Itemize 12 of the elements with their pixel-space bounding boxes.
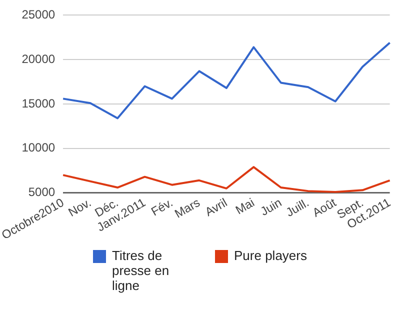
legend-label: Pure players <box>234 248 307 263</box>
x-tick-label: Mai <box>233 195 257 218</box>
x-tick-label: Juill. <box>283 195 312 220</box>
y-tick-label: 20000 <box>22 52 56 66</box>
y-tick-label: 5000 <box>28 185 56 200</box>
y-tick-label: 10000 <box>22 140 56 155</box>
x-tick-label: Juin <box>258 195 284 219</box>
y-tick-label: 25000 <box>22 8 56 22</box>
y-tick-label: 15000 <box>22 96 56 110</box>
x-tick-label: Nov. <box>66 195 94 220</box>
legend-label: Titres de presse en ligne <box>112 248 170 293</box>
x-tick-label: Avril <box>202 195 230 220</box>
